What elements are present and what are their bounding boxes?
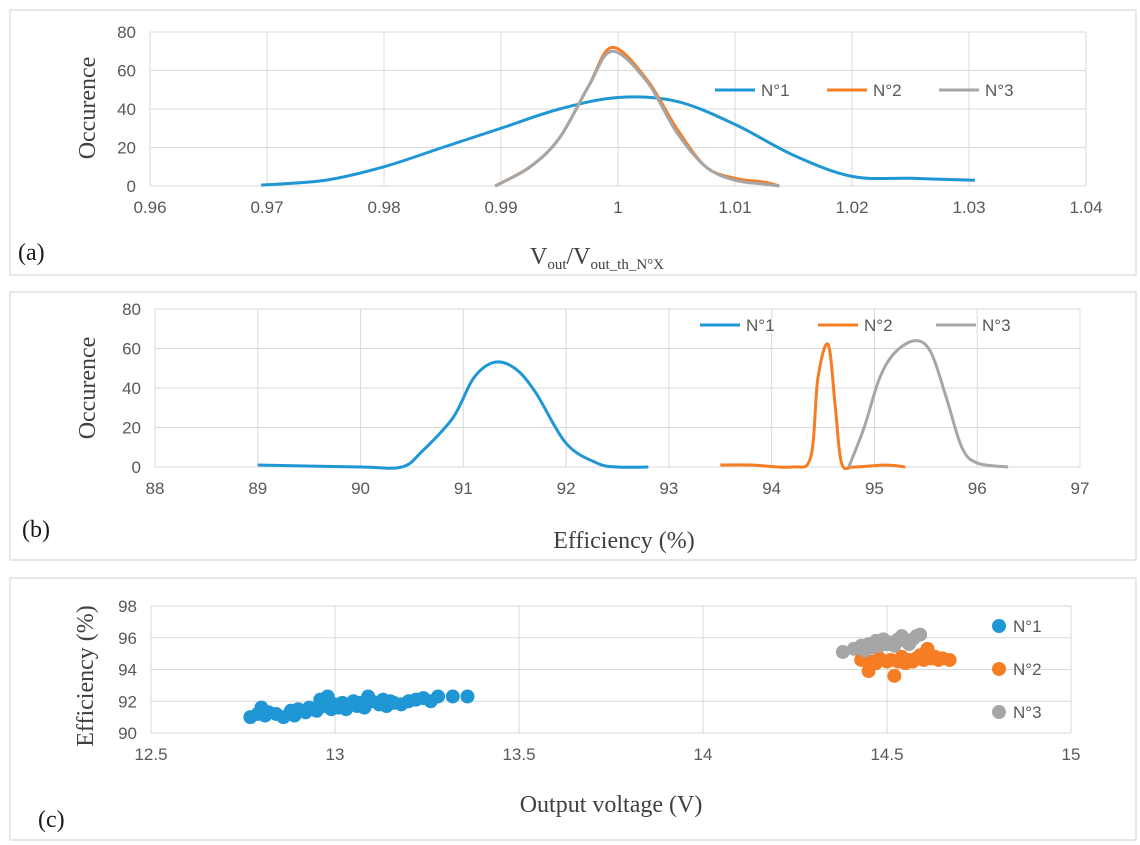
x-tick-label: 97 (1071, 479, 1090, 498)
panel-b-x-axis-title: Efficiency (%) (553, 528, 694, 554)
x-tick-label: 1.04 (1069, 198, 1102, 217)
series-line-1 (257, 360, 649, 470)
x-title-sub1: out (547, 257, 567, 273)
y-tick-label: 40 (117, 100, 136, 119)
panel-c-tag: (c) (38, 807, 65, 833)
y-tick-label: 94 (118, 661, 137, 680)
y-tick-label: 98 (118, 597, 137, 616)
legend-label: N°1 (746, 316, 775, 335)
legend-label: N°2 (1013, 660, 1042, 679)
panel-b-frame (9, 291, 1137, 561)
x-tick-label: 96 (968, 479, 987, 498)
y-tick-label: 80 (117, 23, 136, 42)
panel-b-tag: (b) (22, 517, 50, 543)
y-tick-label: 40 (122, 379, 141, 398)
x-tick-label: 1 (613, 198, 622, 217)
x-tick-label: 1.02 (835, 198, 868, 217)
legend-label: N°1 (761, 81, 790, 100)
panel-c-frame (9, 577, 1137, 841)
x-tick-label: 14.5 (870, 745, 903, 764)
x-tick-label: 12.5 (134, 745, 167, 764)
legend-swatch (992, 619, 1006, 633)
legend-label: N°3 (985, 81, 1014, 100)
y-tick-label: 96 (118, 629, 137, 648)
y-tick-label: 92 (118, 692, 137, 711)
scatter-point-1 (445, 689, 460, 704)
x-tick-label: 0.97 (250, 198, 283, 217)
scatter-point-3 (913, 627, 928, 642)
panel-a-tag: (a) (18, 240, 45, 266)
x-tick-label: 1.03 (952, 198, 985, 217)
x-tick-label: 89 (248, 479, 267, 498)
y-tick-label: 20 (117, 139, 136, 158)
y-tick-label: 80 (122, 300, 141, 319)
x-tick-label: 15 (1062, 745, 1081, 764)
x-tick-label: 94 (762, 479, 781, 498)
y-tick-label: 60 (122, 340, 141, 359)
legend-label: N°2 (873, 81, 902, 100)
series-line-1 (261, 95, 975, 187)
series-line-3 (847, 339, 1009, 469)
panel-c-chart: 90 92 94 96 98 12.5 13 13.5 14 14.5 15 N°1 N°2 N°3 (118, 597, 1080, 764)
x-title-main: V (530, 244, 548, 270)
x-tick-label: 92 (557, 479, 576, 498)
scatter-point-1 (460, 689, 475, 704)
x-tick-label: 0.99 (484, 198, 517, 217)
x-tick-label: 0.96 (133, 198, 166, 217)
x-tick-label: 1.01 (718, 198, 751, 217)
x-tick-label: 0.98 (367, 198, 400, 217)
panel-b-chart: 0 20 40 60 80 88 89 90 91 92 93 94 95 96 97 N°1 N°2 N°3 (122, 300, 1089, 498)
y-tick-label: 90 (118, 724, 137, 743)
x-title-mid: /V (567, 244, 592, 270)
panel-c-x-axis-title: Output voltage (V) (520, 792, 703, 818)
panel-b-y-axis-title: Occurence (75, 337, 101, 440)
x-tick-label: 13 (326, 745, 345, 764)
panel-a-y-axis-title: Occurence (75, 57, 101, 160)
x-tick-label: 13.5 (502, 745, 535, 764)
panel-c-y-axis-title: Efficiency (%) (73, 605, 99, 746)
scatter-point-1 (431, 689, 446, 704)
scatter-point-2 (942, 652, 957, 667)
panel-a-frame (9, 9, 1137, 276)
legend-label: N°2 (864, 316, 893, 335)
x-tick-label: 90 (351, 479, 370, 498)
scatter-point-2 (887, 668, 902, 683)
legend-label: N°1 (1013, 617, 1042, 636)
y-tick-label: 60 (117, 62, 136, 81)
x-tick-label: 91 (454, 479, 473, 498)
panel-a-x-axis-title: Vout/Vout_th_N°X (530, 244, 664, 273)
x-tick-label: 14 (694, 745, 713, 764)
legend-label: N°3 (1013, 703, 1042, 722)
legend-swatch (992, 662, 1006, 676)
y-tick-label: 0 (127, 177, 136, 196)
legend-swatch (992, 705, 1006, 719)
y-tick-label: 0 (132, 458, 141, 477)
x-title-sub2: out_th_N°X (591, 257, 665, 273)
x-tick-label: 88 (146, 479, 165, 498)
scatter-point-3 (835, 645, 850, 660)
panel-a-chart: 0 20 40 60 80 0.96 0.97 0.98 0.99 1 1.01 1.02 1.03 1.… (117, 23, 1102, 217)
series-line-2 (720, 342, 906, 471)
x-tick-label: 95 (865, 479, 884, 498)
x-tick-label: 93 (659, 479, 678, 498)
y-tick-label: 20 (122, 419, 141, 438)
series-line-3 (494, 49, 780, 188)
legend-label: N°3 (982, 316, 1011, 335)
